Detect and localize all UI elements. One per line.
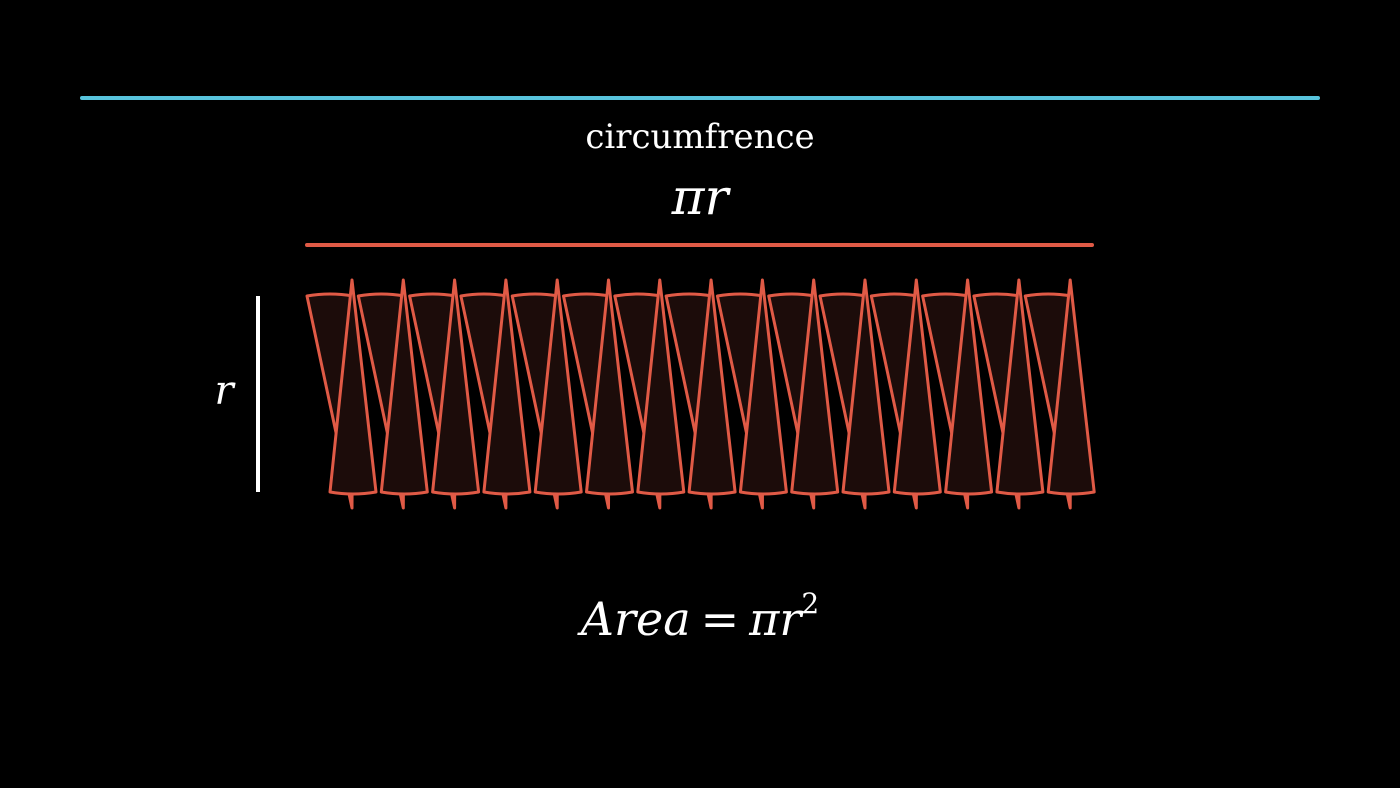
wedge-up: [533, 278, 583, 496]
area-r: r: [779, 592, 804, 646]
radius-label: r: [214, 368, 236, 414]
rearranged-wedges: [305, 278, 1096, 510]
wedge-up: [790, 278, 840, 496]
wedge-up: [687, 278, 737, 496]
half-circumference-label: πr: [671, 168, 732, 226]
wedge-up: [944, 278, 994, 496]
area-equals: =: [701, 592, 740, 646]
wedge-up: [585, 278, 634, 496]
area-pi: π: [748, 592, 780, 646]
wedge-up: [482, 278, 532, 496]
half-circumference-pi: π: [671, 168, 706, 226]
wedge-up: [841, 278, 891, 496]
area-word: Area: [577, 592, 691, 646]
area-exponent: 2: [801, 587, 819, 620]
area-formula: Area = πr2: [577, 587, 819, 646]
wedge-up: [995, 278, 1045, 496]
wedge-up: [328, 278, 378, 496]
wedge-up: [1046, 278, 1096, 496]
wedge-up: [431, 278, 481, 496]
wedge-up: [636, 278, 686, 496]
half-circumference-r: r: [704, 168, 731, 226]
wedge-up: [738, 278, 788, 496]
wedge-up: [379, 278, 429, 496]
circumference-label: circumfrence: [585, 117, 814, 157]
wedge-up: [892, 278, 942, 496]
